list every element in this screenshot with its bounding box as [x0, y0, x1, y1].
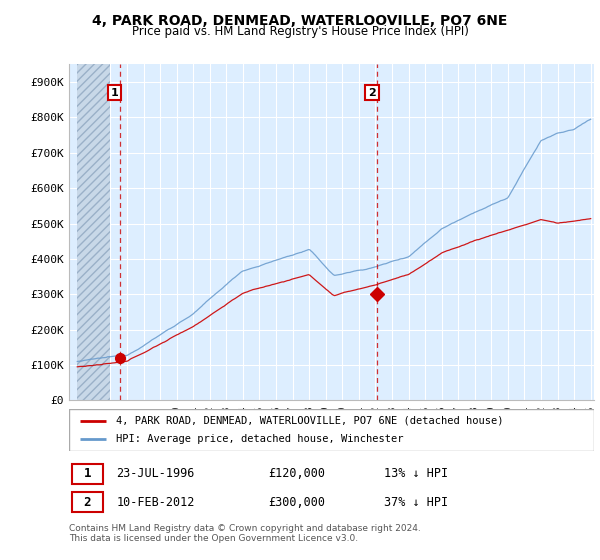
- Text: 2: 2: [83, 496, 91, 508]
- Text: 4, PARK ROAD, DENMEAD, WATERLOOVILLE, PO7 6NE (detached house): 4, PARK ROAD, DENMEAD, WATERLOOVILLE, PO…: [116, 416, 504, 426]
- Text: 13% ↓ HPI: 13% ↓ HPI: [384, 468, 448, 480]
- Text: £300,000: £300,000: [269, 496, 325, 508]
- Text: 4, PARK ROAD, DENMEAD, WATERLOOVILLE, PO7 6NE: 4, PARK ROAD, DENMEAD, WATERLOOVILLE, PO…: [92, 14, 508, 28]
- Text: 1: 1: [110, 88, 118, 97]
- Text: 10-FEB-2012: 10-FEB-2012: [116, 496, 194, 508]
- Text: 1: 1: [83, 468, 91, 480]
- Bar: [77, 64, 110, 400]
- Text: 37% ↓ HPI: 37% ↓ HPI: [384, 496, 448, 508]
- Text: Contains HM Land Registry data © Crown copyright and database right 2024.
This d: Contains HM Land Registry data © Crown c…: [69, 524, 421, 543]
- Text: 2: 2: [368, 88, 376, 97]
- Bar: [71, 492, 103, 512]
- Bar: [71, 464, 103, 484]
- Text: £120,000: £120,000: [269, 468, 325, 480]
- Text: 23-JUL-1996: 23-JUL-1996: [116, 468, 194, 480]
- Text: Price paid vs. HM Land Registry's House Price Index (HPI): Price paid vs. HM Land Registry's House …: [131, 25, 469, 38]
- Text: HPI: Average price, detached house, Winchester: HPI: Average price, detached house, Winc…: [116, 434, 404, 444]
